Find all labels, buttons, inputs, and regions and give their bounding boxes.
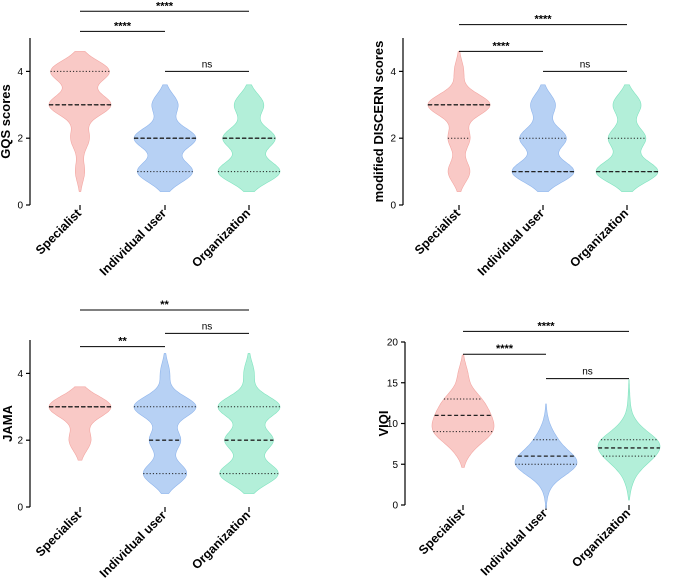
y-tick-label: 2 bbox=[17, 134, 23, 145]
y-tick-label: 20 bbox=[387, 338, 399, 349]
x-tick-label: Specialist bbox=[416, 506, 468, 558]
x-tick-label: Individual user bbox=[97, 206, 169, 278]
panel-gqs: 0 2 4 GQS scores Specialist Individual user Or… bbox=[0, 0, 281, 279]
panel-discern: 0 2 4 modified DISCERN scores Specialist Indi… bbox=[371, 14, 659, 279]
violin-individual-user bbox=[133, 84, 197, 192]
violin-organization bbox=[595, 84, 659, 192]
y-tick-label: 4 bbox=[17, 369, 23, 380]
panel-jama: 0 2 4 JAMA Specialist Individual user Organiza… bbox=[0, 299, 281, 581]
violin-organization bbox=[217, 353, 281, 494]
significance-label: ns bbox=[580, 59, 591, 70]
x-tick-label: Organization bbox=[569, 506, 633, 570]
y-tick-label: 4 bbox=[17, 67, 23, 78]
violin-specialist bbox=[431, 354, 495, 468]
y-tick-label: 0 bbox=[17, 201, 23, 212]
y-tick-label: 5 bbox=[392, 460, 398, 471]
y-axis-label: JAMA bbox=[0, 404, 15, 441]
x-tick-label: Organization bbox=[567, 206, 631, 270]
violin-individual-user bbox=[133, 353, 197, 494]
significance-label: ** bbox=[160, 299, 169, 311]
significance-label: ns bbox=[202, 59, 213, 70]
y-tick-label: 10 bbox=[387, 419, 399, 430]
x-tick-label: Specialist bbox=[33, 508, 85, 560]
violin-specialist bbox=[48, 386, 112, 461]
significance-label: **** bbox=[537, 320, 555, 332]
y-tick-label: 15 bbox=[387, 378, 399, 389]
panel-viqi: 0 5 10 15 20 VIQI Specialist Individual user Org… bbox=[376, 320, 661, 579]
x-tick-label: Specialist bbox=[412, 206, 464, 258]
y-tick-label: 4 bbox=[390, 67, 396, 78]
y-axis-label: VIQI bbox=[376, 410, 391, 436]
x-tick-label: Individual user bbox=[97, 508, 169, 580]
y-tick-label: 0 bbox=[392, 501, 398, 512]
y-tick-label: 0 bbox=[17, 503, 23, 514]
x-tick-label: Individual user bbox=[475, 206, 547, 278]
y-axis-label: GQS scores bbox=[0, 84, 13, 158]
significance-label: ns bbox=[582, 367, 593, 378]
significance-label: **** bbox=[156, 0, 174, 12]
y-tick-label: 2 bbox=[17, 436, 23, 447]
x-tick-label: Specialist bbox=[33, 206, 85, 258]
violin-organization bbox=[597, 379, 661, 501]
y-tick-label: 2 bbox=[390, 134, 396, 145]
x-tick-label: Individual user bbox=[478, 506, 550, 578]
significance-label: ns bbox=[202, 321, 213, 332]
violin-specialist bbox=[48, 51, 112, 192]
significance-label: **** bbox=[114, 20, 132, 32]
y-axis-label: modified DISCERN scores bbox=[371, 41, 386, 203]
violin-specialist bbox=[427, 51, 491, 192]
x-tick-label: Organization bbox=[189, 508, 253, 572]
significance-label: ** bbox=[118, 336, 127, 348]
significance-label: **** bbox=[534, 14, 552, 26]
y-tick-label: 0 bbox=[390, 201, 396, 212]
significance-label: **** bbox=[496, 343, 514, 355]
significance-label: **** bbox=[492, 40, 510, 52]
x-tick-label: Organization bbox=[189, 206, 253, 270]
